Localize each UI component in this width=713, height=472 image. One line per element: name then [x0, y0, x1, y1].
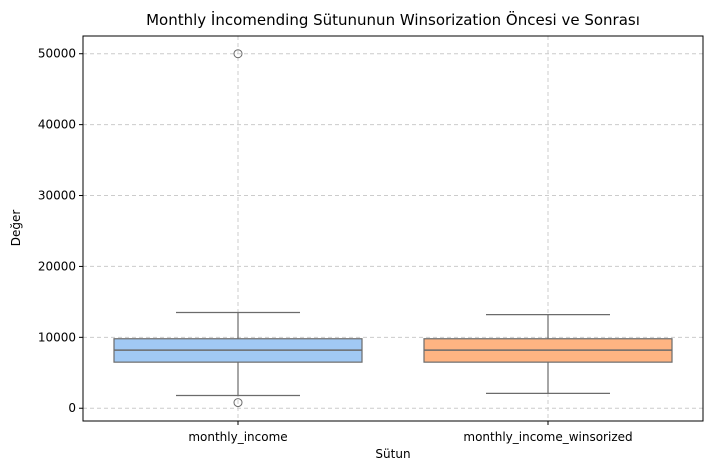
- x-axis-label: Sütun: [375, 447, 410, 461]
- chart-title: Monthly İncomending Sütununun Winsorizat…: [146, 10, 640, 29]
- y-tick-label: 30000: [38, 189, 76, 203]
- y-tick-label: 0: [68, 401, 76, 415]
- box-monthly_income: [113, 49, 363, 408]
- x-ticks: monthly_income monthly_income_winsorized: [188, 421, 633, 444]
- outlier-point: [233, 49, 243, 59]
- y-tick-label: 10000: [38, 330, 76, 344]
- y-axis-label: Değer: [9, 210, 23, 247]
- grid: [83, 36, 703, 421]
- x-tick-label: monthly_income: [188, 430, 287, 444]
- outlier-point: [233, 398, 243, 408]
- boxes: [113, 49, 673, 408]
- box-monthly_income_winsorized: [423, 314, 673, 394]
- plot-frame: [82, 35, 704, 422]
- y-tick-label: 50000: [38, 47, 76, 61]
- y-tick-label: 20000: [38, 259, 76, 273]
- y-ticks: 0 10000 20000 30000 40000 50000: [38, 47, 83, 415]
- y-tick-label: 40000: [38, 118, 76, 132]
- x-tick-label: monthly_income_winsorized: [463, 430, 632, 444]
